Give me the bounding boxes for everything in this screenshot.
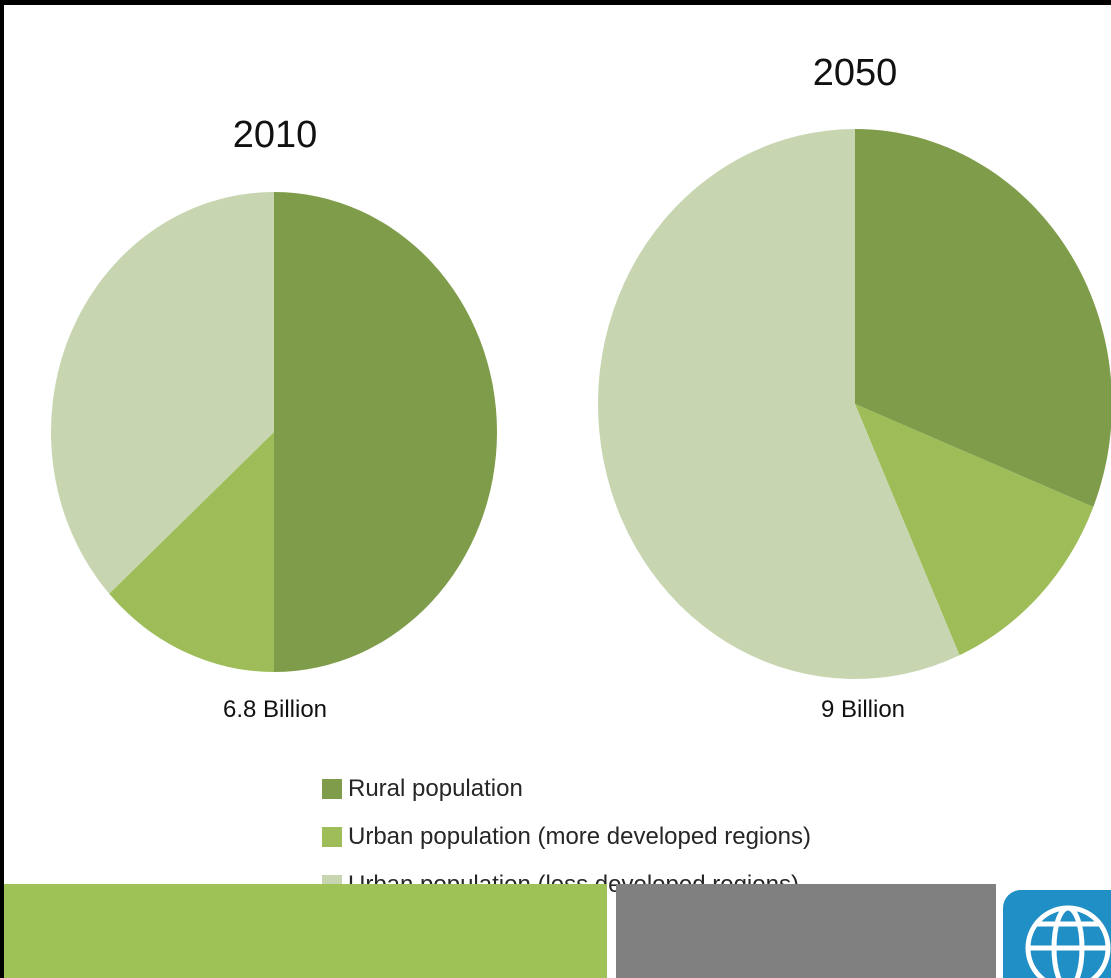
pie-2010-slice-rural (274, 192, 497, 672)
legend-item-rural: Rural population (322, 772, 523, 806)
legend-item-urban-more: Urban population (more developed regions… (322, 820, 811, 854)
footer-green-bar (4, 884, 607, 978)
left-border (0, 0, 4, 978)
pie-2010-slice-urban-less (50, 192, 275, 594)
legend-label-urban-more: Urban population (more developed regions… (348, 823, 811, 850)
pie-2050-slice-rural (855, 129, 1111, 508)
legend-swatch-rural (322, 779, 342, 799)
pie-2050 (598, 129, 1111, 680)
pie-2050-slice-urban-more (855, 404, 1094, 656)
chart-title-2010: 2010 (232, 114, 318, 156)
pie-2010 (50, 192, 497, 672)
top-border (0, 0, 1111, 5)
pie-2010-slice-urban-more (109, 432, 274, 672)
legend-swatch-urban-more (322, 827, 342, 847)
pie-2050-slice-urban-less (598, 129, 960, 680)
legend-label-rural: Rural population (348, 775, 523, 802)
total-label-2050: 9 Billion (820, 696, 906, 723)
world-bank-logo (998, 884, 1111, 978)
world-bank-globe-icon (1025, 905, 1111, 978)
footer-gray-bar (616, 884, 996, 978)
chart-title-2050: 2050 (812, 52, 898, 94)
total-label-2010: 6.8 Billion (222, 696, 328, 723)
